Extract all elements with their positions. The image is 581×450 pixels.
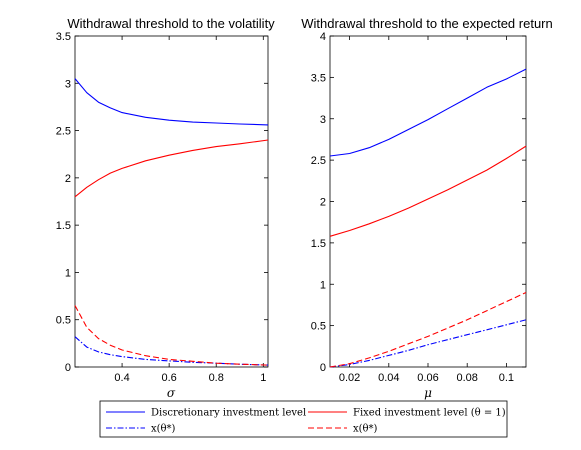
y-tick-label: 2	[65, 173, 71, 185]
x-tick-label: 0.02	[339, 372, 360, 384]
series-line-fixed	[329, 145, 527, 237]
y-tick-label: 3	[320, 114, 326, 126]
legend: Discretionary investment level Fixed inv…	[99, 400, 508, 438]
series-line-fixed	[74, 139, 269, 198]
x-tick-label: 0.4	[114, 372, 129, 384]
y-tick-label: 2	[320, 197, 326, 209]
series-line-low_disc	[329, 319, 527, 368]
y-tick-label: 3.5	[311, 72, 326, 84]
legend-label-lower-fixed: x(θ*)	[353, 424, 378, 435]
legend-label-lower-discretionary: x(θ*)	[151, 424, 176, 435]
y-tick-label: 1	[320, 279, 326, 291]
y-tick-label: 0	[65, 362, 71, 374]
x-axis-label: μ	[424, 386, 432, 400]
y-tick-label: 1.5	[56, 220, 71, 232]
x-tick-label: 0.08	[456, 372, 477, 384]
legend-label-discretionary: Discretionary investment level	[151, 408, 306, 419]
x-tick-label: 1	[260, 372, 266, 384]
legend-label-fixed: Fixed investment level (θ = 1)	[353, 408, 506, 419]
y-tick-label: 4	[320, 31, 326, 43]
y-tick-label: 1	[65, 267, 71, 279]
y-tick-label: 2.5	[56, 126, 71, 138]
x-tick-label: 0.04	[378, 372, 399, 384]
plot-frame	[74, 35, 269, 368]
chart-title-expected-return: Withdrawal threshold to the expected ret…	[301, 16, 552, 31]
plot-frame	[329, 35, 527, 368]
y-tick-label: 0	[320, 362, 326, 374]
series-line-low_fixed	[329, 292, 527, 368]
y-tick-label: 3.5	[56, 31, 71, 43]
expected-return-chart: Withdrawal threshold to the expected ret…	[301, 16, 552, 400]
series-line-low_fixed	[74, 305, 269, 366]
chart-title-volatility: Withdrawal threshold to the volatility	[67, 16, 275, 31]
volatility-chart: Withdrawal threshold to the volatility 0…	[56, 16, 275, 400]
y-tick-label: 1.5	[311, 238, 326, 250]
x-tick-label: 0.1	[499, 372, 514, 384]
x-tick-label: 0.8	[209, 372, 224, 384]
series-line-disc	[74, 78, 269, 126]
series-line-low_disc	[74, 336, 269, 366]
x-axis-label: σ	[167, 386, 176, 400]
legend-box	[99, 400, 508, 438]
series-line-disc	[329, 68, 527, 157]
y-tick-label: 3	[65, 78, 71, 90]
x-tick-label: 0.6	[161, 372, 176, 384]
y-tick-label: 0.5	[311, 321, 326, 333]
y-tick-label: 2.5	[311, 155, 326, 167]
y-tick-label: 0.5	[56, 315, 71, 327]
x-tick-label: 0.06	[417, 372, 438, 384]
